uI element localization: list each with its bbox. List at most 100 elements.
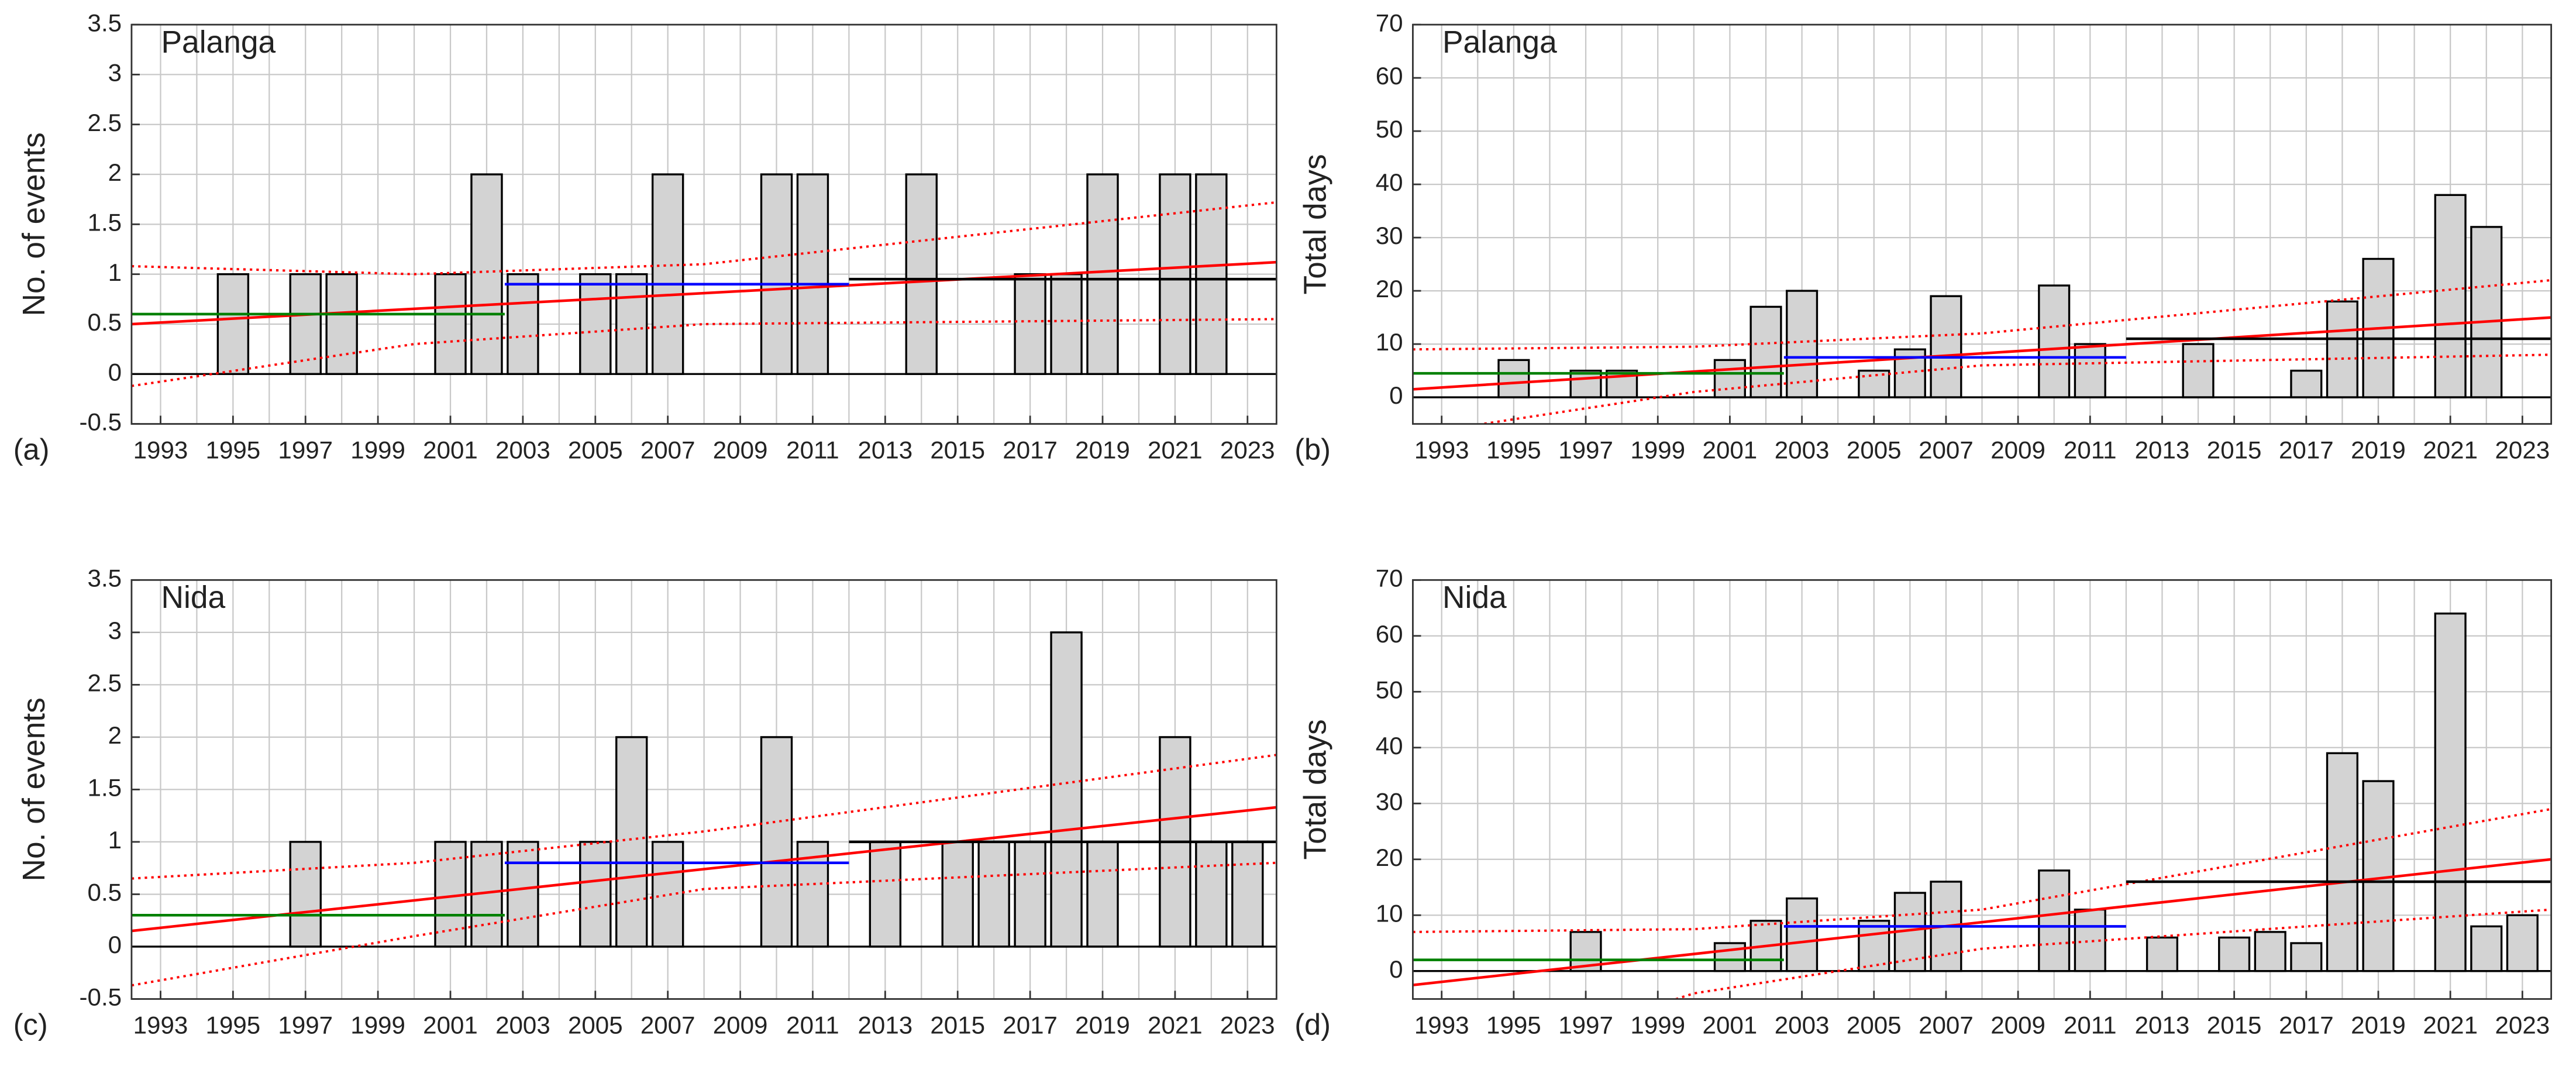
panel-label: (a) [13, 433, 50, 466]
overlay-lines [1413, 278, 2551, 424]
bar [977, 841, 1010, 948]
bar [1231, 841, 1264, 948]
x-tick-label: 2023 [1220, 436, 1275, 463]
x-tick-label: 2007 [640, 436, 695, 463]
plot-frame [1412, 579, 2553, 1000]
bar [1050, 631, 1083, 948]
bar [1159, 173, 1191, 375]
x-tick-label: 2007 [1919, 436, 1974, 463]
x-tick-label: 2005 [1847, 1011, 1902, 1039]
panel: 0 10 20 30 40 50 60 70 1993 1995 1997 1999 2001 2003 2… [1294, 564, 2553, 1041]
y-tick-label: 0.5 [88, 308, 122, 336]
y-tick-label: 30 [1376, 222, 1403, 249]
x-tick-label: 2015 [930, 1011, 985, 1039]
confidence-bound [131, 318, 1277, 387]
y-tick-label: 2 [108, 721, 122, 749]
x-tick-label: 2017 [1003, 436, 1058, 463]
y-tick-label: 60 [1376, 620, 1403, 648]
x-tick-label: 1997 [278, 1011, 333, 1039]
panel: -0.5 0 0.5 1 1.5 2 2.5 3 3.5 1993 1995 1997 1999 2001… [13, 564, 1277, 1041]
x-tick-label: 2017 [1003, 1011, 1058, 1039]
panel-label: (d) [1294, 1008, 1331, 1041]
x-tick-label: 2013 [858, 1011, 913, 1039]
x-tick-label: 2019 [1075, 1011, 1130, 1039]
trend-line [1413, 316, 2551, 391]
x-tick-label: 2001 [1703, 436, 1758, 463]
bar [2254, 931, 2286, 972]
y-tick-label: 0 [1389, 955, 1403, 983]
x-tick-label: 1995 [206, 436, 261, 463]
trend-line [1413, 858, 2551, 986]
y-tick-label: 3.5 [88, 9, 122, 36]
x-tick-label: 2001 [423, 436, 478, 463]
x-tick-label: 2003 [495, 436, 550, 463]
bar [2145, 936, 2179, 972]
bar [325, 273, 358, 375]
bar [1858, 369, 1890, 398]
station-label: Palanga [1442, 25, 1557, 60]
x-tick-label: 1997 [1558, 436, 1613, 463]
bar [2074, 343, 2106, 398]
y-tick-label: 2.5 [88, 669, 122, 697]
x-tick-label: 2017 [2279, 436, 2334, 463]
bar [1086, 841, 1119, 948]
confidence-bound [1413, 278, 2551, 351]
bar [1786, 290, 1819, 398]
bar [1086, 173, 1119, 375]
x-tick-label: 1999 [350, 1011, 405, 1039]
y-tick-label: 70 [1376, 9, 1403, 36]
y-tick-label: 50 [1376, 676, 1403, 703]
y-tick-label: 1 [108, 259, 122, 286]
y-tick-label: 1.5 [88, 774, 122, 802]
y-tick-label: 3.5 [88, 564, 122, 592]
x-tick-label: 2021 [2423, 436, 2478, 463]
y-tick-label: 2 [108, 159, 122, 186]
x-tick-label: 1993 [1414, 1011, 1469, 1039]
bar [1050, 273, 1083, 375]
panel-label: (c) [13, 1008, 48, 1041]
bar [1195, 841, 1228, 948]
x-tick-label: 2011 [2064, 436, 2117, 463]
y-tick-label: 40 [1376, 169, 1403, 196]
x-tick-label: 1997 [1558, 1011, 1613, 1039]
y-tick-label: 30 [1376, 788, 1403, 815]
y-tick-label: 3 [108, 59, 122, 87]
bar [2506, 914, 2539, 972]
x-tick-label: 2011 [786, 436, 839, 463]
x-tick-label: 2021 [1148, 436, 1203, 463]
x-tick-label: 2001 [423, 1011, 478, 1039]
bar [2434, 194, 2467, 398]
y-tick-label: 40 [1376, 732, 1403, 759]
y-tick-label: 10 [1376, 328, 1403, 356]
bar [1195, 173, 1228, 375]
bar [760, 736, 793, 948]
x-tick-label: 1993 [133, 1011, 188, 1039]
overlay-lines [131, 201, 1277, 387]
y-tick-label: 3 [108, 617, 122, 644]
station-label: Nida [161, 580, 225, 615]
x-tick-label: 1997 [278, 436, 333, 463]
x-tick-label: 2013 [858, 436, 913, 463]
x-tick-label: 2019 [2351, 1011, 2406, 1039]
x-tick-label: 2023 [2495, 1011, 2550, 1039]
y-axis-label: No. of events [17, 697, 51, 881]
bar [869, 841, 902, 948]
y-tick-label: 50 [1376, 115, 1403, 143]
bar [615, 736, 648, 948]
bar [1014, 273, 1046, 375]
confidence-bound [131, 861, 1277, 987]
bar [579, 273, 612, 375]
bar [2038, 869, 2071, 972]
y-tick-label: 20 [1376, 844, 1403, 871]
y-tick-label: 20 [1376, 275, 1403, 302]
confidence-bound [131, 754, 1277, 880]
x-tick-label: 2013 [2135, 436, 2190, 463]
x-tick-label: 1995 [1486, 436, 1541, 463]
x-tick-label: 2021 [1148, 1011, 1203, 1039]
x-tick-label: 2003 [495, 1011, 550, 1039]
y-tick-label: 1 [108, 826, 122, 854]
plot-frame [1412, 23, 2553, 425]
bar [941, 841, 974, 948]
y-axis-label: Total days [1299, 154, 1333, 294]
